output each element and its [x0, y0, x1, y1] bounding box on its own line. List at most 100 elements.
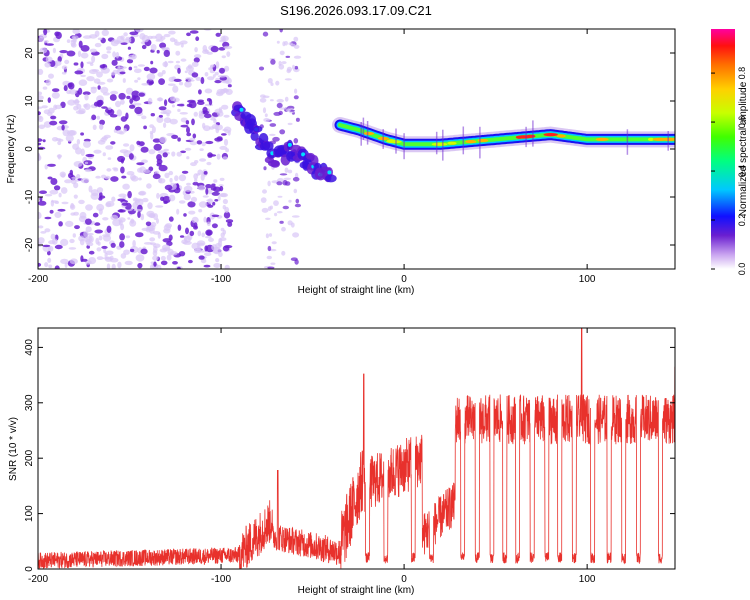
noise-blob	[263, 118, 270, 122]
noise-blob	[63, 85, 68, 92]
noise-blob	[80, 74, 86, 78]
snr-background	[38, 328, 675, 569]
noise-blob	[80, 61, 84, 69]
noise-blob	[50, 178, 58, 185]
noise-blob	[184, 147, 192, 151]
noise-blob	[51, 92, 60, 99]
noise-blob	[96, 81, 106, 85]
noise-blob	[266, 255, 272, 260]
noise-blob	[94, 222, 101, 226]
noise-blob	[191, 118, 195, 126]
noise-blob	[72, 143, 79, 150]
noise-blob	[159, 136, 167, 143]
noise-blob	[57, 140, 62, 146]
noise-blob	[213, 263, 221, 268]
noise-blob	[176, 208, 180, 215]
track-peak	[465, 140, 477, 144]
noise-blob	[293, 67, 300, 73]
noise-blob	[156, 218, 159, 224]
noise-blob	[138, 177, 142, 181]
noise-blob	[193, 57, 200, 63]
noise-blob	[38, 225, 44, 229]
noise-blob	[119, 241, 125, 248]
noise-blob	[213, 118, 217, 124]
noise-blob	[61, 65, 68, 70]
noise-blob	[198, 250, 207, 253]
noise-blob	[49, 120, 58, 126]
noise-blob	[72, 233, 77, 238]
colorbar-tick-label: 0.4	[737, 165, 747, 178]
noise-blob	[157, 264, 162, 269]
noise-blob	[61, 124, 65, 131]
noise-blob	[284, 78, 292, 81]
noise-blob	[180, 124, 189, 128]
noise-blob	[194, 160, 199, 164]
noise-blob	[205, 184, 212, 189]
noise-blob	[169, 118, 178, 125]
noise-blob	[75, 110, 85, 115]
noise-blob	[38, 153, 41, 161]
noise-blob	[83, 103, 88, 108]
noise-blob	[69, 89, 77, 95]
spectrogram-y-label: Frequency (Hz)	[6, 115, 17, 184]
noise-blob	[90, 86, 97, 90]
noise-blob	[291, 215, 300, 218]
noise-blob	[178, 81, 184, 86]
noise-blob	[123, 32, 128, 37]
noise-blob	[153, 261, 157, 267]
figure-title: S196.2026.093.17.09.C21	[280, 3, 432, 18]
noise-blob	[276, 181, 283, 186]
noise-blob	[203, 171, 208, 175]
noise-blob	[168, 30, 176, 35]
noise-blob	[217, 240, 223, 247]
noise-blob	[284, 181, 291, 186]
noise-blob	[293, 138, 299, 144]
noise-blob	[283, 177, 292, 180]
noise-blob	[265, 217, 271, 220]
noise-blob	[78, 40, 83, 48]
noise-blob	[293, 36, 299, 42]
track-highlight	[287, 142, 292, 147]
track-blob	[262, 141, 274, 151]
noise-blob	[128, 66, 133, 71]
x-tick-label: -200	[28, 274, 48, 285]
noise-blob	[69, 258, 78, 265]
noise-blob	[168, 216, 174, 222]
noise-blob	[158, 106, 167, 111]
noise-blob	[284, 167, 289, 173]
noise-blob	[140, 213, 145, 221]
noise-blob	[118, 209, 124, 213]
snr-y-label: SNR (10 * v/v)	[8, 417, 19, 481]
noise-blob	[53, 60, 62, 67]
noise-blob	[55, 31, 62, 39]
noise-blob	[217, 75, 226, 78]
noise-blob	[178, 200, 186, 204]
noise-blob	[64, 179, 72, 184]
track-peak	[516, 135, 533, 139]
noise-blob	[187, 201, 196, 208]
noise-blob	[126, 95, 131, 100]
noise-blob	[78, 87, 83, 95]
y-tick-label: -10	[24, 189, 35, 204]
noise-blob	[103, 234, 111, 242]
noise-blob	[265, 233, 269, 239]
noise-blob	[225, 219, 234, 223]
noise-blob	[52, 238, 58, 245]
noise-blob	[47, 250, 51, 256]
noise-blob	[211, 191, 220, 196]
noise-blob	[101, 53, 109, 60]
noise-blob	[152, 173, 161, 180]
noise-blob	[153, 143, 162, 151]
noise-blob	[219, 67, 225, 74]
noise-blob	[227, 84, 232, 88]
noise-blob	[203, 264, 211, 268]
noise-blob	[169, 177, 173, 183]
noise-blob	[155, 33, 163, 41]
noise-blob	[96, 115, 101, 120]
noise-blob	[217, 196, 221, 201]
noise-blob	[193, 173, 199, 180]
noise-blob	[294, 172, 299, 179]
noise-blob	[166, 112, 170, 117]
noise-blob	[187, 99, 196, 103]
